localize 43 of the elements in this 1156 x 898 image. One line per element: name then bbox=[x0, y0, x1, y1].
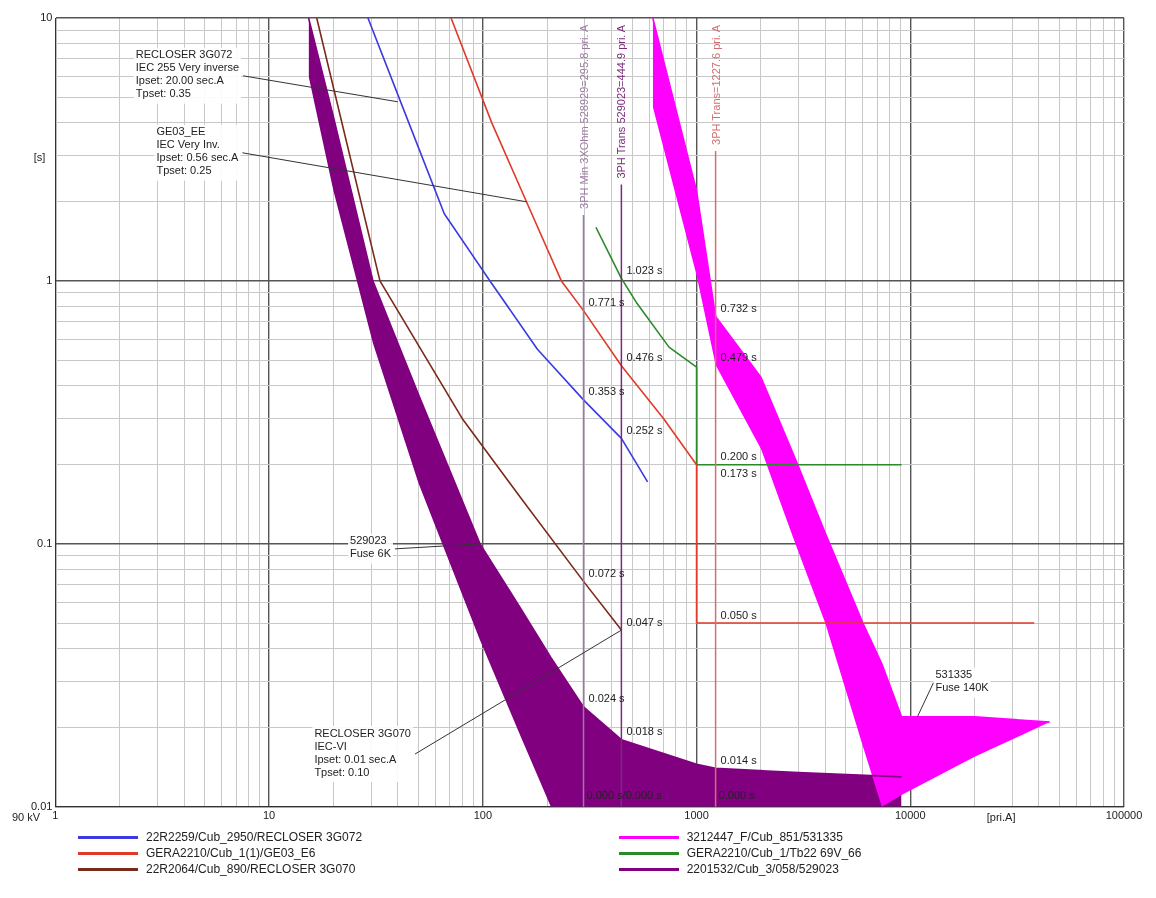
ref-line-label: 3PH Trans 529023=444.9 pri. A bbox=[615, 24, 628, 179]
ref-line-label: 3PH Min 3XOhm 528929=295.8 pri. A bbox=[577, 23, 590, 209]
y-tick-label: 10 bbox=[40, 11, 53, 24]
annotation: 0.018 s bbox=[626, 725, 663, 738]
x-tick-label: 10000 bbox=[894, 809, 926, 822]
annotation: 0.050 s bbox=[720, 608, 758, 621]
x-tick-label: 100000 bbox=[1105, 809, 1143, 822]
annotation: 0.771 s bbox=[588, 296, 626, 309]
annotation: 0.000 s/0.000 s bbox=[586, 789, 663, 802]
x-tick-label: 100 bbox=[473, 809, 493, 822]
ref-line-label: 3PH Trans=1227.6 pri. A bbox=[709, 24, 722, 145]
x-axis-title: [pri.A] bbox=[986, 811, 1016, 824]
annotation: GE03_EE IEC Very Inv. Ipset: 0.56 sec.A Tpset: 0.25 bbox=[156, 125, 240, 177]
y-tick-label: 1 bbox=[46, 273, 53, 286]
annotation: 531335 Fuse 140K bbox=[935, 668, 990, 694]
y-tick-label: 0.01 bbox=[30, 799, 53, 812]
annotation: 529023 Fuse 6K bbox=[350, 534, 392, 560]
annotation: 0.732 s bbox=[720, 302, 758, 315]
x-tick-label: 1000 bbox=[684, 809, 709, 822]
legend-label: GERA2210/Cub_1(1)/GE03_E6 bbox=[146, 846, 316, 860]
legend-label: GERA2210/Cub_1/Tb22 69V_66 bbox=[686, 846, 862, 860]
annotation: 0.476 s bbox=[626, 351, 663, 364]
annotation: 0.173 s bbox=[720, 466, 758, 479]
annotation: 0.353 s bbox=[588, 385, 626, 398]
annotation: 0.047 s bbox=[626, 615, 663, 628]
annotation: RECLOSER 3G072 IEC 255 Very inverse Ipset: 20.00 sec.A Tpset: 0.35 bbox=[135, 48, 240, 100]
legend-label: 22R2064/Cub_890/RECLOSER 3G070 bbox=[146, 862, 356, 876]
x-tick-label: 10 bbox=[263, 809, 276, 822]
annotation: 0.000 s bbox=[718, 789, 756, 802]
annotation: 0.014 s bbox=[720, 753, 758, 766]
legend-label: 2201532/Cub_3/058/529023 bbox=[686, 862, 839, 876]
annotation: 0.252 s bbox=[626, 423, 663, 436]
legend-label: 3212447_F/Cub_851/531335 bbox=[686, 830, 843, 844]
annotation: 0.200 s bbox=[720, 450, 758, 463]
y-tick-label: 0.1 bbox=[37, 536, 53, 549]
y-axis-title: [s] bbox=[33, 150, 46, 163]
annotation: 1.023 s bbox=[626, 263, 663, 276]
annotation: 0.479 s bbox=[720, 350, 758, 363]
legend-label: 22R2259/Cub_2950/RECLOSER 3G072 bbox=[146, 830, 363, 844]
annotation: 0.024 s bbox=[588, 692, 626, 705]
annotation: RECLOSER 3G070 IEC-VI Ipset: 0.01 sec.A Tpset: 0.10 bbox=[314, 726, 411, 778]
annotation: 0.072 s bbox=[588, 566, 626, 579]
text: 90 kV bbox=[12, 811, 41, 824]
